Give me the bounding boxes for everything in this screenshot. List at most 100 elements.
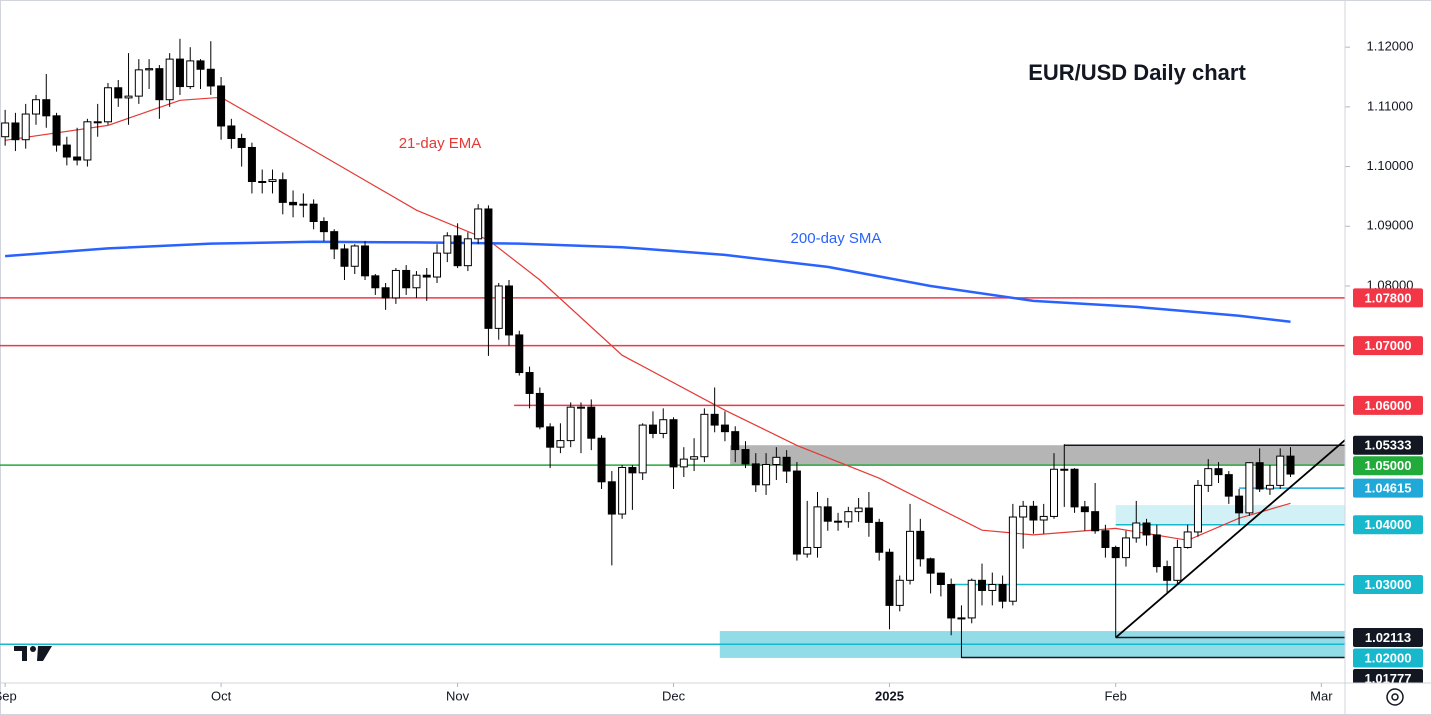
candle-body bbox=[1163, 566, 1172, 581]
candle-body bbox=[433, 252, 442, 278]
candle-body bbox=[247, 146, 256, 182]
candle-body bbox=[93, 121, 102, 124]
badge-label: 1.01777 bbox=[1365, 671, 1412, 686]
candle-body bbox=[587, 406, 596, 439]
candle-body bbox=[196, 60, 205, 70]
plot-area bbox=[0, 38, 1345, 659]
candle-body bbox=[217, 85, 226, 127]
candle-body bbox=[1101, 530, 1110, 548]
candle-body bbox=[258, 180, 267, 183]
candle-body bbox=[443, 235, 452, 254]
candle-body bbox=[957, 617, 966, 620]
x-tick-label: Nov bbox=[446, 688, 470, 703]
candle-body bbox=[834, 520, 843, 523]
candle-body bbox=[412, 274, 421, 289]
candle-body bbox=[1276, 455, 1285, 486]
candle-body bbox=[628, 466, 637, 474]
candle-body bbox=[618, 466, 627, 515]
candle-body bbox=[155, 68, 164, 101]
candle-body bbox=[1132, 522, 1141, 539]
x-tick-label: Oct bbox=[211, 688, 232, 703]
badge-label: 1.07800 bbox=[1365, 290, 1412, 305]
candle-body bbox=[1121, 537, 1130, 559]
candle-body bbox=[1142, 522, 1151, 536]
candle-body bbox=[895, 579, 904, 606]
candle-body bbox=[134, 69, 143, 97]
candle-body bbox=[42, 99, 51, 117]
candle-body bbox=[566, 406, 575, 442]
candle-body bbox=[227, 125, 236, 140]
candle-body bbox=[916, 530, 925, 560]
badge-bg bbox=[1353, 478, 1423, 498]
candle-body bbox=[381, 287, 390, 299]
candle-body bbox=[823, 506, 832, 522]
candle-body bbox=[463, 238, 472, 267]
candle-body bbox=[638, 424, 647, 474]
candle-body bbox=[515, 334, 524, 374]
logo bbox=[14, 646, 52, 661]
candle-body bbox=[1080, 506, 1089, 513]
zone bbox=[730, 445, 1345, 466]
candle-body bbox=[607, 481, 616, 515]
candle-body bbox=[124, 95, 133, 99]
badge-bg bbox=[1353, 668, 1423, 683]
candle-body bbox=[21, 113, 30, 141]
badge-bg bbox=[1353, 288, 1423, 308]
badge-label: 1.07000 bbox=[1365, 338, 1412, 353]
candle-body bbox=[926, 558, 935, 574]
y-tick-label: 1.12000 bbox=[1367, 39, 1414, 54]
candle-body bbox=[1245, 462, 1254, 514]
candle-body bbox=[597, 437, 606, 483]
level-badge: 1.01777 bbox=[1353, 668, 1423, 686]
badge-bg bbox=[1353, 515, 1423, 535]
trendline bbox=[1115, 439, 1345, 639]
candle-body bbox=[546, 426, 555, 448]
overlay-label: 21-day EMA bbox=[399, 135, 482, 152]
candle-body bbox=[11, 122, 20, 141]
y-tick-label: 1.11000 bbox=[1367, 98, 1413, 113]
zone bbox=[1115, 505, 1345, 525]
candle-body bbox=[792, 470, 801, 555]
candle-body bbox=[299, 203, 308, 206]
badge-bg bbox=[1353, 395, 1423, 415]
candle-body bbox=[1019, 505, 1028, 518]
candle-body bbox=[844, 511, 853, 523]
candle-body bbox=[731, 431, 740, 451]
candle-body bbox=[268, 179, 277, 182]
candle-body bbox=[52, 115, 61, 146]
candle-body bbox=[309, 203, 318, 222]
level-badge: 1.03000 bbox=[1353, 574, 1423, 594]
candle-body bbox=[278, 179, 287, 203]
candle-body bbox=[1265, 484, 1274, 490]
candle-body bbox=[648, 424, 657, 434]
candle-body bbox=[114, 87, 123, 99]
candle-body bbox=[350, 245, 359, 267]
candle-body bbox=[576, 406, 585, 409]
candle-body bbox=[998, 583, 1007, 602]
badge-bg bbox=[1353, 435, 1423, 455]
candle-body bbox=[535, 392, 544, 428]
candle-body bbox=[875, 521, 884, 553]
x-tick-label: Feb bbox=[1104, 688, 1126, 703]
candle-body bbox=[1008, 516, 1017, 602]
candle-body bbox=[1173, 546, 1182, 581]
candle-body bbox=[1029, 505, 1038, 521]
x-tick-label: Sep bbox=[0, 688, 17, 703]
candle-body bbox=[700, 413, 709, 458]
candle-body bbox=[391, 269, 400, 299]
candle-body bbox=[1193, 484, 1202, 533]
x-tick-label: 2025 bbox=[875, 688, 904, 703]
candle-body bbox=[319, 220, 328, 233]
candle-body bbox=[988, 583, 997, 591]
candle-body bbox=[206, 68, 215, 87]
candle-body bbox=[289, 201, 298, 206]
candle-body bbox=[1039, 515, 1048, 521]
level-badge: 1.07000 bbox=[1353, 336, 1423, 356]
candle-body bbox=[1060, 468, 1069, 471]
settings-button[interactable] bbox=[1386, 688, 1404, 706]
candle-body bbox=[1111, 546, 1120, 559]
candle-body bbox=[854, 507, 863, 513]
candle-body bbox=[947, 583, 956, 619]
candle-body bbox=[803, 546, 812, 555]
